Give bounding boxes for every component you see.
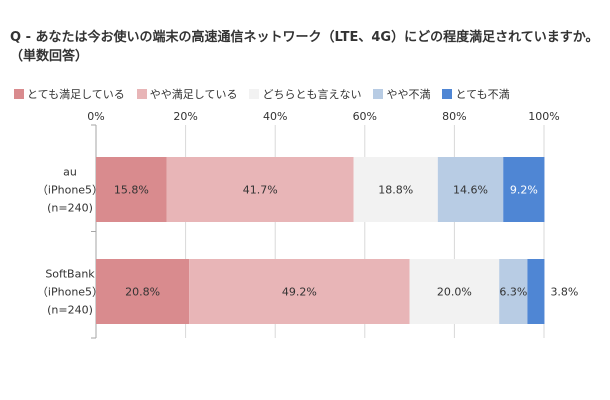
bar-segment: [96, 259, 190, 324]
x-tick-label: 40%: [263, 110, 287, 123]
category-label: (n=240): [47, 304, 93, 317]
category-label: (n=240): [47, 202, 93, 215]
legend-label: やや満足している: [149, 88, 238, 101]
category-label: （iPhone5）: [37, 286, 103, 299]
legend-label: どちらとも言えない: [262, 88, 362, 101]
category-label: au: [63, 166, 77, 179]
data-label: 20.8%: [125, 286, 160, 299]
bar-segment: [437, 157, 504, 222]
legend: とても満足している やや満足している どちらとも言えない やや不満 とても不満: [14, 86, 522, 102]
legend-label: とても不満: [455, 88, 510, 101]
bar-segment: [409, 259, 500, 324]
legend-item-4: やや不満: [373, 86, 430, 102]
bar-segment: [189, 259, 410, 324]
x-tick-label: 0%: [87, 110, 104, 123]
data-label: 6.3%: [499, 286, 527, 299]
legend-item-1: とても満足している: [14, 86, 125, 102]
bar-segment: [96, 157, 167, 222]
x-tick-label: 80%: [442, 110, 466, 123]
legend-label: とても満足している: [27, 88, 125, 101]
legend-swatch: [373, 89, 384, 99]
data-label: 20.0%: [437, 286, 472, 299]
x-tick-label: 60%: [353, 110, 377, 123]
data-label: 14.6%: [453, 184, 488, 197]
bar-segment: [499, 259, 528, 324]
legend-swatch: [14, 89, 24, 99]
x-tick-label: 20%: [173, 110, 197, 123]
bar-segment: [166, 157, 354, 222]
bar-segment: [503, 157, 545, 222]
legend-item-3: どちらとも言えない: [249, 86, 361, 102]
category-label: （iPhone5）: [37, 184, 103, 197]
legend-item-2: やや満足している: [136, 86, 238, 102]
legend-swatch: [442, 89, 453, 99]
data-label: 41.7%: [243, 184, 278, 197]
data-label: 18.8%: [378, 184, 413, 197]
data-label: 49.2%: [282, 286, 317, 299]
legend-item-5: とても不満: [442, 86, 510, 102]
data-label: 15.8%: [114, 184, 149, 197]
data-label: 3.8%: [550, 286, 578, 299]
legend-label: やや不満: [386, 88, 431, 101]
legend-swatch: [249, 89, 260, 99]
bar-segment: [527, 259, 545, 324]
x-tick-label: 100%: [528, 110, 559, 123]
bar-segment: [353, 157, 438, 222]
category-label: SoftBank: [45, 268, 95, 281]
legend-swatch: [136, 89, 147, 99]
chart-title: Q - あなたは今お使いの端末の高速通信ネットワーク（LTE、4G）にどの程度満…: [10, 30, 599, 64]
data-label: 9.2%: [510, 184, 538, 197]
